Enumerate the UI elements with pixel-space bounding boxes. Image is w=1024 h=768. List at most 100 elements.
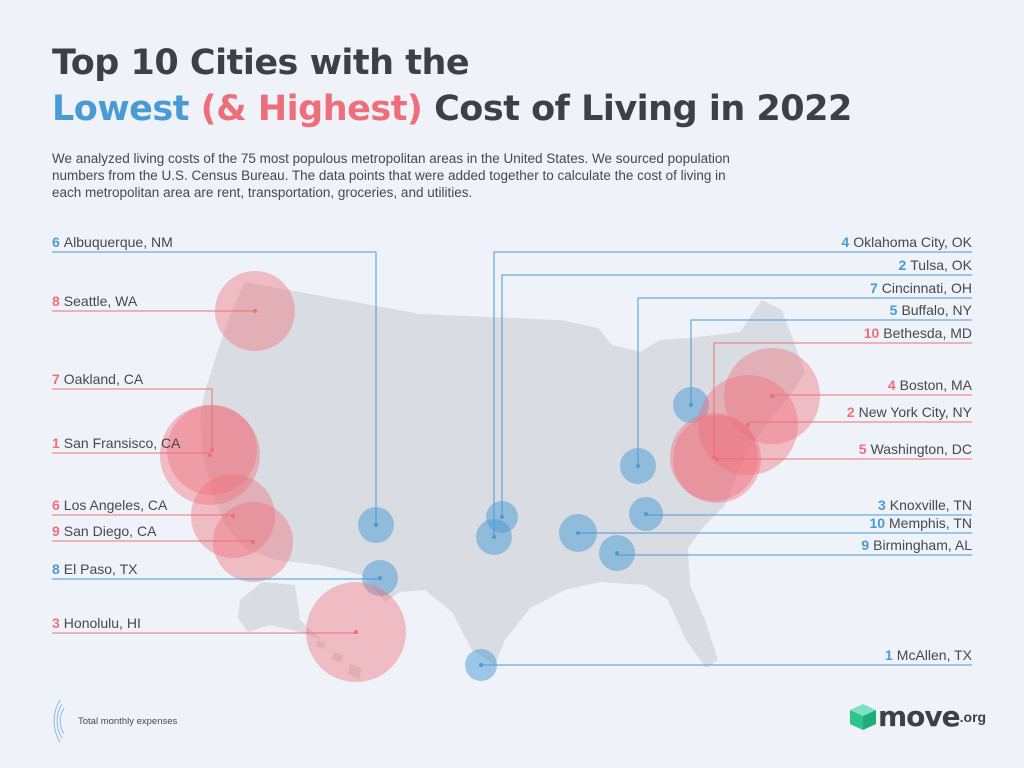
city-label-tulsa-ok: 2 Tulsa, OK (898, 257, 972, 273)
city-dot-knoxville-tn (644, 512, 648, 516)
city-rank: 6 (52, 234, 60, 250)
move-org-logo: move .org (848, 700, 986, 733)
title-lowest: Lowest (52, 89, 189, 129)
title-line-2: Lowest (& Highest) Cost of Living in 202… (52, 86, 852, 132)
title-highest: (& Highest) (200, 89, 423, 129)
leader-line-el-paso-tx (52, 578, 381, 580)
city-dot-los-angeles-ca (231, 514, 235, 518)
logo-word: move (878, 700, 961, 733)
city-dot-new-york-city-ny (746, 423, 750, 427)
city-name: Tulsa, OK (910, 257, 972, 273)
legend-label: Total monthly expenses (78, 715, 178, 727)
city-dot-san-diego-ca (251, 540, 255, 544)
city-rank: 7 (52, 371, 60, 387)
city-dot-el-paso-tx (378, 576, 382, 580)
city-name: Boston, MA (899, 377, 972, 393)
city-rank: 8 (52, 293, 60, 309)
city-label-los-angeles-ca: 6 Los Angeles, CA (52, 497, 167, 513)
city-rank: 9 (861, 537, 870, 553)
city-dot-san-fransisco-ca (208, 453, 212, 457)
city-name: Albuquerque, NM (63, 234, 173, 250)
city-label-oklahoma-city-ok: 4 Oklahoma City, OK (841, 234, 972, 250)
city-label-oakland-ca: 7 Oakland, CA (52, 371, 143, 387)
city-label-knoxville-tn: 3 Knoxville, TN (878, 497, 972, 513)
city-rank: 8 (52, 561, 60, 577)
leader-line-oklahoma-city-ok (493, 251, 972, 537)
city-label-bethesda-md: 10 Bethesda, MD (864, 325, 972, 341)
city-name: San Fransisco, CA (63, 435, 181, 451)
city-label-new-york-city-ny: 2 New York City, NY (847, 404, 972, 420)
leader-line-oakland-ca (52, 388, 213, 450)
city-dot-buffalo-ny (689, 403, 693, 407)
city-label-el-paso-tx: 8 El Paso, TX (52, 561, 137, 577)
city-rank: 5 (889, 302, 898, 318)
city-label-boston-ma: 4 Boston, MA (888, 377, 972, 393)
city-name: Washington, DC (870, 441, 972, 457)
city-name: McAllen, TX (896, 647, 972, 663)
city-name: San Diego, CA (63, 523, 157, 539)
city-rank: 2 (846, 404, 855, 420)
city-label-san-fransisco-ca: 1 San Fransisco, CA (52, 435, 181, 451)
city-dot-memphis-tn (576, 531, 580, 535)
city-rank: 7 (869, 280, 878, 296)
city-dot-honolulu-hi (354, 630, 358, 634)
city-rank: 1 (884, 647, 893, 663)
city-rank: 4 (841, 234, 850, 250)
page-title: Top 10 Cities with the Lowest (& Highest… (52, 40, 852, 132)
city-name: Honolulu, HI (63, 615, 141, 631)
hawaii-shape (316, 640, 362, 680)
description: We analyzed living costs of the 75 most … (52, 151, 730, 200)
city-name: Bethesda, MD (883, 325, 972, 341)
city-name: El Paso, TX (63, 561, 138, 577)
city-label-seattle-wa: 8 Seattle, WA (52, 293, 137, 309)
city-rank: 1 (52, 435, 60, 451)
city-name: Birmingham, AL (873, 537, 972, 553)
leader-line-cincinnati-oh (637, 297, 972, 466)
city-label-buffalo-ny: 5 Buffalo, NY (890, 302, 972, 318)
city-rank: 6 (52, 497, 60, 513)
leader-line-albuquerque-nm (52, 251, 377, 525)
city-label-birmingham-al: 9 Birmingham, AL (861, 537, 972, 553)
leader-line-buffalo-ny (690, 319, 972, 405)
city-rank: 5 (858, 441, 867, 457)
city-name: New York City, NY (858, 404, 972, 420)
city-dot-tulsa-ok (500, 515, 504, 519)
city-dot-boston-ma (770, 394, 774, 398)
city-dot-oklahoma-city-ok (492, 535, 496, 539)
city-rank: 4 (887, 377, 896, 393)
alaska-shape (238, 582, 322, 640)
city-name: Cincinnati, OH (881, 280, 972, 296)
city-label-honolulu-hi: 3 Honolulu, HI (52, 615, 141, 631)
city-rank: 10 (869, 515, 886, 531)
city-name: Seattle, WA (63, 293, 138, 309)
city-dot-oakland-ca (210, 448, 214, 452)
city-dot-bethesda-md (712, 455, 716, 459)
city-name: Buffalo, NY (901, 302, 972, 318)
leader-line-tulsa-ok (501, 274, 972, 517)
city-name: Oakland, CA (63, 371, 144, 387)
city-rank: 2 (898, 257, 907, 273)
city-label-cincinnati-oh: 7 Cincinnati, OH (870, 280, 972, 296)
cube-logo-icon (850, 703, 876, 730)
title-line-1: Top 10 Cities with the (52, 43, 470, 83)
city-label-albuquerque-nm: 6 Albuquerque, NM (52, 234, 173, 250)
city-name: Los Angeles, CA (63, 497, 168, 513)
city-rank: 9 (52, 523, 60, 539)
city-dot-cincinnati-oh (636, 464, 640, 468)
city-dot-mcallen-tx (479, 663, 483, 667)
city-label-washington-dc: 5 Washington, DC (859, 441, 972, 457)
city-label-memphis-tn: 10 Memphis, TN (869, 515, 972, 531)
concentric-circles-icon (53, 699, 65, 743)
logo-suffix: .org (959, 708, 987, 725)
title-rest: Cost of Living in 2022 (434, 89, 852, 129)
city-dot-seattle-wa (253, 309, 257, 313)
city-rank: 3 (877, 497, 886, 513)
city-name: Knoxville, TN (889, 497, 972, 513)
city-name: Memphis, TN (889, 515, 972, 531)
city-label-san-diego-ca: 9 San Diego, CA (52, 523, 156, 539)
leader-line-bethesda-md (713, 342, 972, 457)
city-rank: 3 (52, 615, 60, 631)
city-dot-birmingham-al (615, 551, 619, 555)
city-label-mcallen-tx: 1 McAllen, TX (885, 647, 972, 663)
